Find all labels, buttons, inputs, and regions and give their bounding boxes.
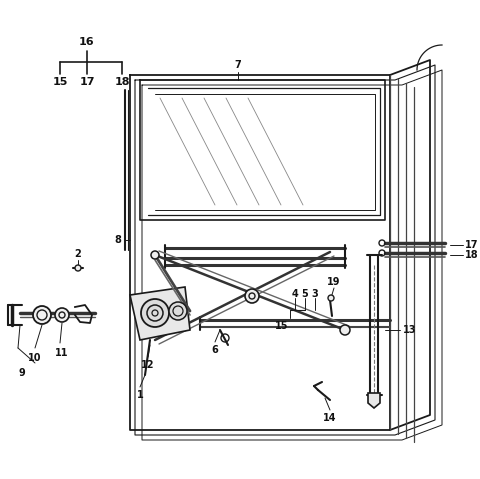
Circle shape <box>75 265 81 271</box>
Text: 14: 14 <box>323 413 337 423</box>
Polygon shape <box>130 287 190 340</box>
Text: 15: 15 <box>52 77 68 87</box>
Text: 18: 18 <box>465 250 479 260</box>
Text: 10: 10 <box>28 353 42 363</box>
Text: 6: 6 <box>212 345 218 355</box>
Text: 9: 9 <box>19 368 25 378</box>
Circle shape <box>169 302 187 320</box>
Text: 5: 5 <box>301 289 308 299</box>
Text: 11: 11 <box>55 348 69 358</box>
Circle shape <box>151 251 159 259</box>
Text: 19: 19 <box>327 277 341 287</box>
Circle shape <box>245 289 259 303</box>
Circle shape <box>340 325 350 335</box>
Text: 2: 2 <box>74 249 82 259</box>
Text: 13: 13 <box>403 325 417 335</box>
Circle shape <box>55 308 69 322</box>
Text: 17: 17 <box>79 77 95 87</box>
Text: 15: 15 <box>275 321 289 331</box>
Circle shape <box>328 295 334 301</box>
Circle shape <box>141 299 169 327</box>
Circle shape <box>33 306 51 324</box>
Text: 1: 1 <box>137 390 144 400</box>
Text: 8: 8 <box>115 235 121 245</box>
Text: 7: 7 <box>235 60 241 70</box>
Text: 12: 12 <box>141 360 155 370</box>
Text: 17: 17 <box>465 240 479 250</box>
Text: 4: 4 <box>292 289 299 299</box>
Text: 16: 16 <box>79 37 95 47</box>
Text: 18: 18 <box>114 77 130 87</box>
Polygon shape <box>368 393 380 408</box>
Text: 3: 3 <box>312 289 318 299</box>
